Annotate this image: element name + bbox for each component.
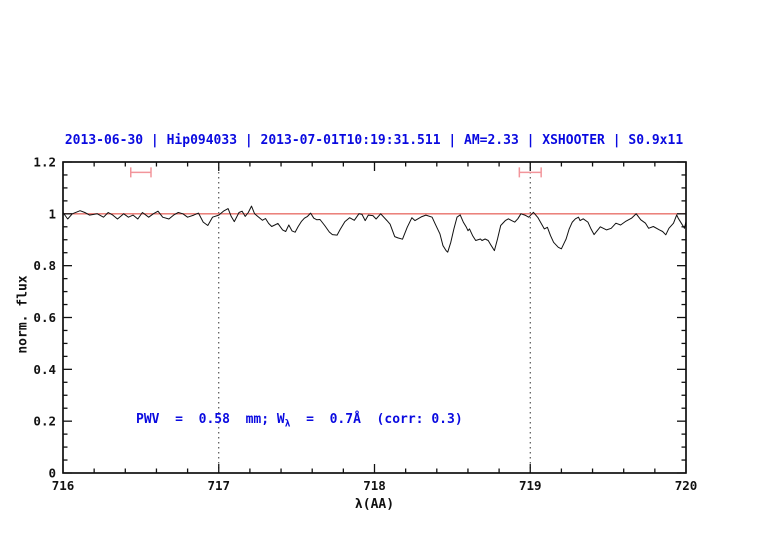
error-bar-2	[518, 167, 542, 178]
y-tick-label: 0.2	[33, 414, 56, 429]
pwv-annotation-prefix: PWV = 0.58 mm; W	[136, 412, 285, 427]
y-tick-label: 0.8	[33, 258, 56, 273]
y-tick-label: 0.4	[33, 362, 56, 377]
y-tick-label: 1.2	[33, 155, 56, 170]
x-tick-label: 718	[363, 478, 386, 493]
tick-labels: 716 717 718 719 720 0 0.2 0.4 0.6 0.8 1 1.2	[33, 155, 697, 494]
pwv-annotation: PWV = 0.58 mm; Wλ = 0.7Å (corr: 0.3)	[136, 412, 463, 430]
x-axis-label: λ(AA)	[354, 497, 395, 512]
y-tick-label: 0	[48, 466, 56, 481]
y-tick-label: 0.6	[33, 310, 56, 325]
plot-title: 2013-06-30 | Hip094033 | 2013-07-01T10:1…	[64, 133, 684, 148]
error-bar-1	[130, 167, 152, 178]
axis-ticks	[62, 161, 687, 474]
y-axis-label: norm. flux	[15, 275, 31, 354]
x-tick-label: 720	[675, 478, 698, 493]
y-tick-label: 1	[48, 206, 56, 221]
spectrum-path	[62, 205, 687, 253]
x-tick-label: 716	[52, 478, 75, 493]
x-tick-label: 717	[207, 478, 230, 493]
pwv-annotation-lambda-subscript: λ	[284, 418, 291, 430]
x-tick-label: 719	[519, 478, 542, 493]
pwv-annotation-suffix: = 0.7Å (corr: 0.3)	[290, 412, 463, 427]
